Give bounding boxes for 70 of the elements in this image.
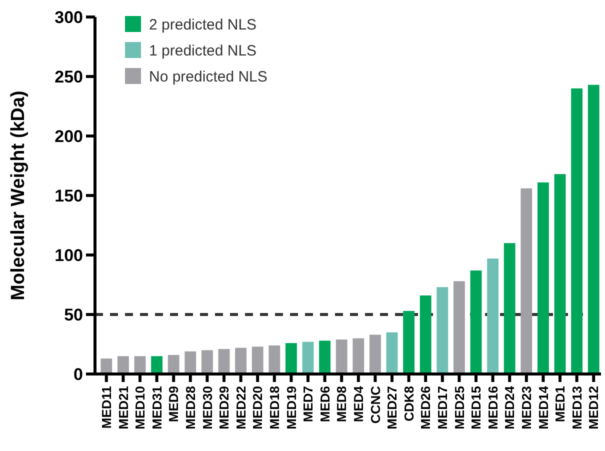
bar <box>184 351 196 374</box>
bar <box>268 345 280 374</box>
x-tick-label: MED24 <box>502 385 518 430</box>
x-tick-label: MED9 <box>166 386 182 422</box>
bar <box>285 343 297 374</box>
bar <box>151 356 163 374</box>
bar <box>470 270 482 374</box>
x-tick-label: MED21 <box>116 386 131 430</box>
x-tick-label: MED18 <box>266 386 282 430</box>
y-tick-label: 100 <box>54 246 83 265</box>
y-tick-label: 250 <box>54 67 83 86</box>
y-tick-label: 200 <box>54 126 83 146</box>
bar <box>235 348 247 374</box>
x-tick-label: MED26 <box>418 386 434 430</box>
bar <box>554 174 566 374</box>
bar <box>117 356 129 374</box>
bar <box>504 243 516 374</box>
bar <box>218 349 230 374</box>
x-tick-label: CDK8 <box>401 386 416 422</box>
bar <box>319 340 331 374</box>
x-tick-label: MED10 <box>132 386 148 430</box>
y-tick-label: 50 <box>64 305 83 324</box>
bar <box>168 354 180 374</box>
x-tick-label: MED31 <box>149 386 164 430</box>
x-tick-label: MED17 <box>434 386 450 430</box>
x-tick-label: MED25 <box>452 386 467 430</box>
x-tick-label: MED30 <box>200 386 215 430</box>
x-tick-label: MED28 <box>182 386 198 430</box>
bar <box>520 188 532 374</box>
bar <box>487 258 499 374</box>
x-tick-label: MED13 <box>569 386 584 430</box>
bar <box>436 287 448 374</box>
x-tick-label: MED27 <box>384 386 400 430</box>
bar <box>386 332 398 374</box>
x-tick-label: MED6 <box>317 386 332 422</box>
x-tick-label: MED7 <box>300 386 316 422</box>
x-tick-label: MED29 <box>216 386 232 430</box>
x-tick-label: MED22 <box>233 386 248 430</box>
legend-label: 2 predicted NLS <box>149 16 257 34</box>
x-tick-label: MED16 <box>485 386 500 430</box>
x-tick-label: MED15 <box>468 386 484 430</box>
bar <box>369 334 381 374</box>
bar <box>302 342 314 374</box>
bar <box>336 339 348 374</box>
bar <box>201 350 213 374</box>
x-tick-label: MED8 <box>334 386 350 422</box>
bar <box>453 281 465 374</box>
bar <box>420 295 432 374</box>
y-tick-label: 150 <box>54 186 83 206</box>
bar <box>100 358 112 374</box>
x-tick-label: MED14 <box>536 385 551 430</box>
y-axis-title: Molecular Weight (kDa) <box>8 90 29 300</box>
bar <box>352 338 364 374</box>
x-tick-label: MED23 <box>518 386 534 430</box>
legend-label: 1 predicted NLS <box>149 42 257 60</box>
x-tick-label: MED19 <box>284 386 299 430</box>
x-tick-label: MED11 <box>98 386 114 429</box>
legend-label: No predicted NLS <box>149 68 268 86</box>
bar <box>537 182 549 374</box>
bar <box>588 84 600 374</box>
x-tick-label: CCNC <box>368 385 383 424</box>
y-tick-label: 300 <box>54 8 83 27</box>
x-tick-label: MED4 <box>350 385 366 422</box>
x-tick-label: MED12 <box>586 386 602 430</box>
x-tick-label: MED20 <box>250 386 266 430</box>
bar <box>252 346 264 374</box>
bar <box>403 310 415 374</box>
x-tick-label: MED1 <box>552 386 568 422</box>
y-tick-label: 0 <box>74 364 83 384</box>
bar <box>571 88 583 374</box>
